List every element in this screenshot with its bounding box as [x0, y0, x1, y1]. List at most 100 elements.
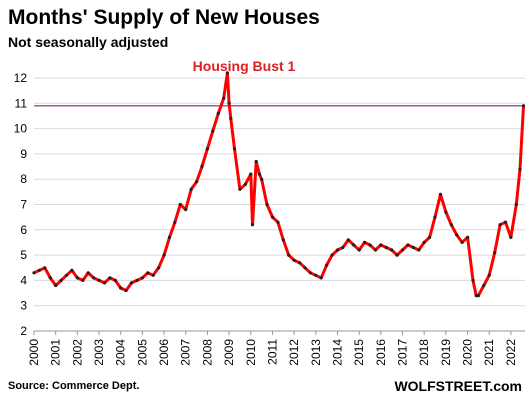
- data-point: [395, 253, 399, 257]
- data-point: [411, 245, 415, 250]
- data-point: [250, 223, 255, 227]
- data-point: [493, 251, 497, 255]
- data-point: [178, 202, 182, 207]
- data-point: [146, 271, 150, 275]
- data-point: [417, 248, 421, 252]
- data-point: [303, 266, 307, 270]
- data-point: [390, 248, 394, 252]
- data-point: [449, 223, 453, 227]
- data-point: [270, 215, 275, 219]
- data-point: [249, 172, 253, 176]
- x-axis-ticks: 2000 2001 2002 2003 2004 2005 2006 2007 2008 2009…: [27, 330, 525, 366]
- data-point: [108, 276, 112, 280]
- data-point: [43, 266, 47, 270]
- data-point: [384, 245, 388, 250]
- y-tick-label: 11: [15, 96, 28, 110]
- data-point: [97, 278, 101, 282]
- data-point: [129, 281, 134, 285]
- data-point: [222, 96, 226, 100]
- x-tick-label: 2022: [504, 339, 518, 366]
- data-point: [205, 147, 209, 151]
- data-point: [379, 243, 383, 247]
- data-point: [346, 238, 350, 242]
- data-point: [460, 240, 464, 244]
- y-axis-ticks: 2 3 4 5 6 7 8 9 10 11 12: [14, 71, 28, 338]
- x-tick-label: 2018: [417, 339, 431, 366]
- data-point: [287, 253, 291, 257]
- brand-watermark: WOLFSTREET.com: [394, 378, 522, 394]
- y-tick-label: 3: [20, 299, 27, 313]
- data-point: [487, 273, 491, 277]
- data-point: [243, 182, 247, 186]
- gridlines: [34, 77, 525, 332]
- data-point: [189, 187, 193, 191]
- data-point: [330, 253, 334, 257]
- x-tick-label: 2003: [92, 339, 106, 366]
- data-point: [341, 245, 345, 250]
- y-tick-label: 6: [20, 223, 27, 237]
- data-point: [162, 253, 166, 257]
- data-point: [466, 235, 470, 239]
- x-tick-label: 2002: [70, 339, 84, 366]
- data-point: [298, 261, 302, 265]
- y-tick-label: 5: [20, 248, 27, 262]
- data-point: [211, 129, 215, 133]
- data-point: [184, 208, 188, 212]
- data-point: [167, 235, 172, 239]
- data-point: [276, 220, 280, 224]
- x-tick-label: 2020: [461, 339, 475, 366]
- data-point: [314, 273, 318, 277]
- x-tick-label: 2011: [265, 339, 279, 365]
- data-point: [195, 180, 199, 184]
- data-point: [352, 243, 356, 247]
- data-point: [498, 223, 502, 227]
- data-point: [400, 248, 405, 252]
- data-point: [474, 294, 478, 298]
- data-point: [482, 283, 486, 288]
- x-tick-label: 2007: [179, 339, 193, 366]
- data-point: [319, 276, 323, 280]
- data-point: [476, 294, 480, 298]
- x-tick-label: 2012: [287, 339, 301, 366]
- data-point: [325, 263, 329, 267]
- data-point: [32, 271, 36, 275]
- data-point: [59, 278, 63, 282]
- x-tick-label: 2005: [135, 339, 149, 366]
- data-point: [521, 104, 526, 108]
- data-point: [227, 101, 231, 105]
- data-point: [406, 243, 410, 247]
- x-tick-label: 2016: [374, 339, 388, 366]
- data-point: [308, 271, 312, 275]
- x-tick-label: 2006: [157, 339, 171, 366]
- y-tick-label: 12: [14, 71, 28, 85]
- data-point: [265, 202, 269, 207]
- x-tick-label: 2001: [49, 339, 63, 366]
- data-point: [64, 273, 69, 277]
- data-point: [173, 220, 177, 224]
- source-note: Source: Commerce Dept.: [8, 380, 139, 392]
- data-point: [260, 177, 264, 181]
- data-point: [363, 240, 367, 244]
- x-tick-label: 2008: [200, 339, 214, 366]
- data-point: [238, 187, 242, 191]
- data-point: [81, 278, 85, 282]
- data-point: [102, 281, 107, 285]
- data-point: [471, 278, 475, 282]
- data-point: [438, 192, 443, 196]
- y-tick-label: 10: [14, 122, 28, 136]
- data-point: [92, 276, 96, 280]
- data-point: [157, 266, 161, 270]
- data-point: [509, 235, 513, 239]
- housing-bust-annotation: Housing Bust 1: [193, 58, 296, 74]
- x-tick-label: 2013: [309, 339, 323, 366]
- data-point: [70, 268, 74, 272]
- data-point: [135, 278, 139, 282]
- x-tick-label: 2019: [439, 339, 453, 366]
- data-point: [257, 172, 261, 176]
- x-tick-label: 2021: [482, 339, 496, 366]
- data-point: [357, 248, 361, 252]
- chart-title: Months' Supply of New Houses: [8, 6, 320, 29]
- x-tick-label: 2015: [352, 339, 366, 366]
- x-tick-label: 2010: [244, 339, 258, 366]
